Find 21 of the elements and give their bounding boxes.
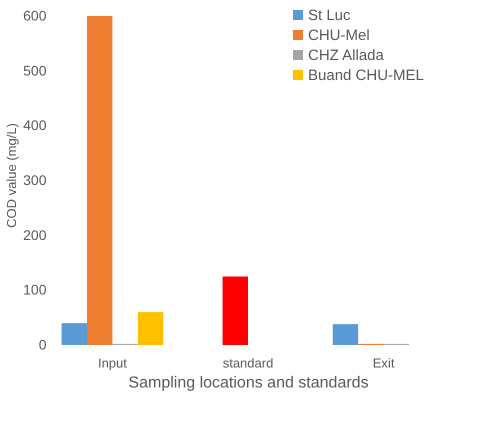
x-tick-label: Input [98,356,128,370]
y-tick-label: 500 [23,62,47,78]
y-axis-title: COD value (mg/L) [4,123,20,228]
y-tick-label: 100 [23,282,47,298]
y-tick-label: 400 [23,117,47,134]
bar [332,324,358,345]
bar [62,323,87,345]
bar [86,16,112,345]
legend-label: CHU-Mel [308,27,370,44]
legend-label: CHZ Allada [308,47,385,64]
legend-label: St Luc [308,7,352,24]
bar [222,276,248,345]
x-tick-label: Exit [372,356,395,370]
x-axis-title: Sampling locations and standards [128,374,369,392]
y-tick-label: 0 [38,336,47,352]
legend-label: Buand CHU-MEL [308,67,424,84]
x-tick-label: standard [222,356,274,370]
y-tick-label: 300 [23,172,47,188]
y-tick-label: 600 [23,7,47,24]
y-tick-label: 200 [23,226,47,243]
bar [138,312,164,345]
